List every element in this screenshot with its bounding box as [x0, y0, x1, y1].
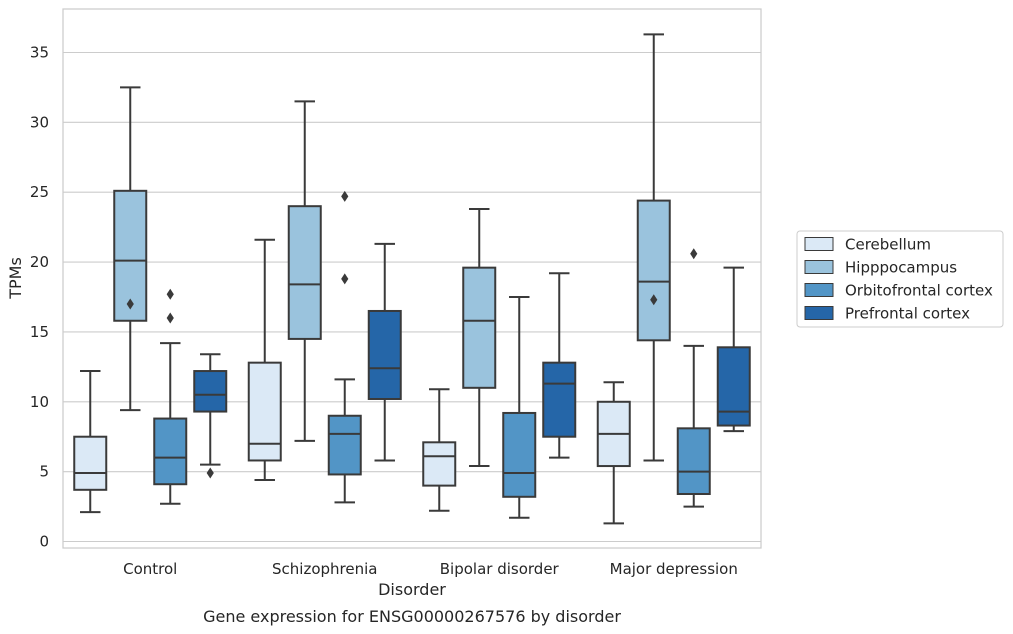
legend-label-2: Orbitofrontal cortex — [845, 282, 993, 300]
legend: Cerebellum Hipppocampus Orbitofrontal cort… — [796, 230, 1004, 328]
y-tick-label-10: 10 — [30, 393, 49, 411]
y-tick-label-25: 25 — [30, 183, 49, 201]
legend-swatch-1 — [804, 260, 834, 274]
box-0-2 — [422, 388, 457, 512]
box-iqr — [716, 346, 751, 427]
box-iqr — [367, 309, 402, 400]
box-iqr — [676, 427, 711, 495]
box-2-0 — [153, 288, 188, 505]
outlier-point-0 — [166, 288, 174, 300]
y-tick-label-15: 15 — [30, 323, 49, 341]
box-iqr — [462, 266, 497, 389]
outlier-point-0 — [126, 298, 134, 310]
box-plot-series — [73, 33, 751, 525]
outlier-point-1 — [166, 312, 174, 324]
plot-frame — [62, 8, 762, 549]
x-tick-label-1: Schizophrenia — [272, 560, 377, 578]
box-iqr — [247, 361, 282, 462]
box-1-2 — [462, 207, 497, 468]
x-tick-label-2: Bipolar disorder — [440, 560, 560, 578]
y-tick-label-30: 30 — [30, 113, 49, 131]
box-2-2 — [502, 296, 537, 519]
box-iqr — [73, 435, 108, 491]
y-axis-ticks: 0 5 10 15 20 25 30 35 — [30, 44, 49, 551]
legend-swatch-0 — [804, 237, 834, 251]
y-tick-label-20: 20 — [30, 253, 49, 271]
chart-title: Gene expression for ENSG00000267576 by d… — [203, 607, 621, 626]
box-1-1 — [287, 100, 322, 442]
x-tick-label-3: Major depression — [610, 560, 738, 578]
outlier-point-0 — [206, 467, 214, 479]
box-iqr — [327, 414, 362, 476]
outlier-point-1 — [341, 273, 349, 285]
box-0-3 — [596, 381, 631, 525]
box-1-0 — [113, 86, 148, 412]
y-tick-label-0: 0 — [39, 533, 49, 551]
y-tick-label-35: 35 — [30, 44, 49, 62]
box-3-2 — [542, 272, 577, 459]
box-0-0 — [73, 370, 108, 514]
legend-label-3: Prefrontal cortex — [845, 305, 970, 323]
box-1-3 — [636, 33, 671, 462]
legend-swatch-2 — [804, 283, 834, 297]
box-0-1 — [247, 238, 282, 482]
x-axis-ticks: Control Schizophrenia Bipolar disorder Majo… — [123, 560, 738, 578]
box-iqr — [193, 370, 228, 413]
box-3-0 — [193, 353, 228, 479]
x-tick-label-0: Control — [123, 560, 177, 578]
y-axis-label: TPMs — [6, 257, 25, 300]
legend-frame — [796, 230, 1004, 328]
box-iqr — [502, 411, 537, 498]
box-iqr — [287, 205, 322, 340]
box-2-1 — [327, 190, 362, 504]
outlier-point-0 — [650, 294, 658, 306]
box-iqr — [542, 361, 577, 438]
box-3-1 — [367, 242, 402, 462]
legend-label-1: Hipppocampus — [845, 259, 957, 277]
outlier-point-0 — [690, 248, 698, 260]
box-2-3 — [676, 248, 711, 508]
outlier-point-0 — [341, 190, 349, 202]
y-tick-label-5: 5 — [39, 463, 49, 481]
legend-label-0: Cerebellum — [845, 236, 931, 254]
box-3-3 — [716, 266, 751, 433]
legend-swatch-3 — [804, 306, 834, 320]
box-iqr — [422, 441, 457, 487]
x-axis-label: Disorder — [378, 580, 446, 599]
box-iqr — [636, 199, 671, 342]
box-iqr — [153, 417, 188, 486]
